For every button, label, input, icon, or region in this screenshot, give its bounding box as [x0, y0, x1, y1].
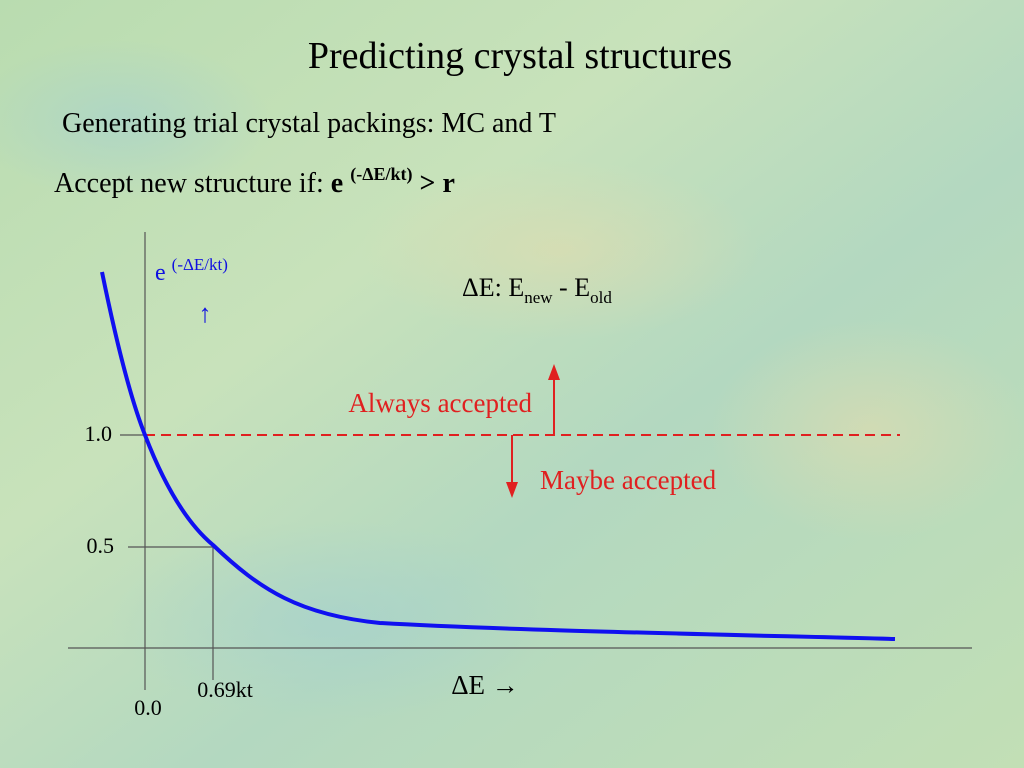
tick-label: 0.69kt — [197, 677, 253, 702]
definition-sub: old — [590, 288, 612, 307]
definition: ΔE: Enew - Eold — [462, 273, 612, 309]
criterion-exponent: (-ΔE/kt) — [350, 164, 412, 185]
tick-label: 0.0 — [134, 695, 162, 720]
criterion-tail: > r — [420, 168, 455, 199]
curve — [100, 271, 896, 641]
definition-sub: new — [524, 288, 553, 307]
tick-label: 0.5 — [87, 533, 115, 558]
texture — [360, 160, 760, 340]
subtitle: Generating trial crystal packings: MC an… — [62, 108, 556, 139]
criterion-base: e — [331, 168, 343, 199]
definition-mid: - E — [559, 273, 590, 302]
texture — [710, 320, 1024, 540]
criterion-lead: Accept new structure if: — [54, 168, 324, 199]
criterion: Accept new structure if: e (-ΔE/kt) > r — [54, 156, 455, 199]
x-label: ΔE → — [451, 670, 519, 700]
y-label-base: e — [155, 260, 166, 286]
y-arrow: ↑ — [199, 299, 212, 328]
definition-lhs: ΔE: E — [462, 273, 524, 302]
y-label-exponent: (-ΔE/kt) — [172, 255, 228, 274]
texture — [110, 520, 550, 720]
y-label: e (-ΔE/kt) — [155, 255, 228, 286]
above-label: Always accepted — [348, 388, 532, 418]
texture — [0, 40, 270, 200]
tick-label: 1.0 — [85, 421, 113, 446]
below-label: Maybe accepted — [540, 465, 717, 495]
title: Predicting crystal structures — [308, 35, 732, 77]
